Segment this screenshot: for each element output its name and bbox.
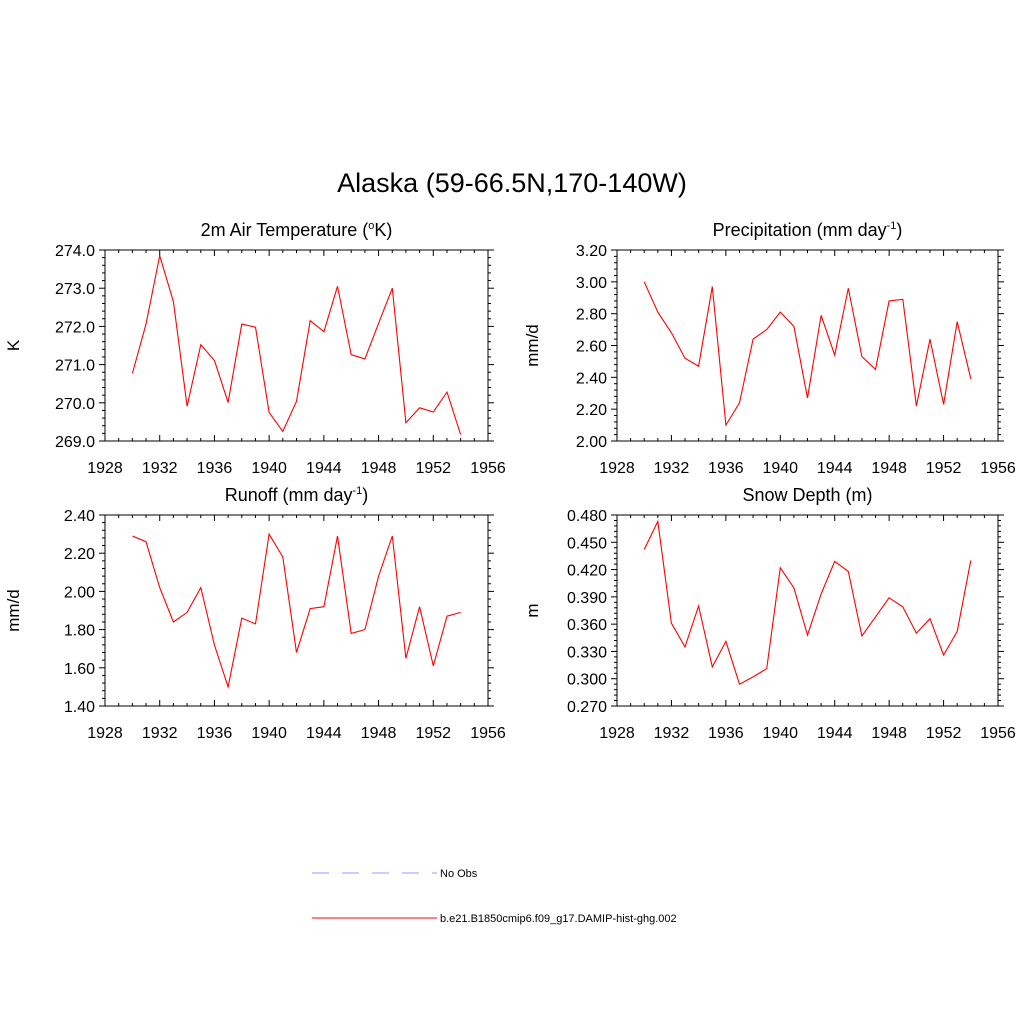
plot-frame bbox=[616, 249, 999, 442]
x-tick-label: 1956 bbox=[470, 725, 506, 742]
series-line bbox=[643, 519, 972, 685]
y-tick-label: 3.00 bbox=[576, 275, 607, 292]
x-tick-label: 1940 bbox=[762, 725, 798, 742]
y-tick-label: 2.40 bbox=[64, 508, 95, 525]
y-tick-label: 0.420 bbox=[567, 563, 607, 580]
y-axis-label: mm/d bbox=[523, 324, 542, 367]
x-tick-label: 1952 bbox=[415, 725, 451, 742]
chart-panel-2: 1928 1932 1936 1940 1944 1948 1952 1956 2.00 2.20… bbox=[523, 220, 1016, 477]
x-tick-label: 1944 bbox=[817, 725, 853, 742]
y-axis-label: mm/d bbox=[4, 589, 23, 632]
series-line bbox=[132, 532, 461, 690]
y-tick-label: 0.360 bbox=[567, 617, 607, 634]
x-tick-label: 1944 bbox=[306, 460, 342, 477]
x-tick-label: 1948 bbox=[361, 460, 397, 477]
panel-title: 2m Air Temperature (oK) bbox=[201, 220, 393, 240]
x-tick-label: 1940 bbox=[251, 725, 287, 742]
y-tick-label: 2.20 bbox=[576, 402, 607, 419]
series-line bbox=[643, 281, 972, 427]
y-tick-label: 1.60 bbox=[64, 661, 95, 678]
legend-label: b.e21.B1850cmip6.f09_g17.DAMIP-hist-ghg.… bbox=[440, 913, 677, 925]
x-tick-label: 1944 bbox=[306, 725, 342, 742]
y-axis-label: K bbox=[4, 339, 23, 351]
y-tick-label: 3.20 bbox=[576, 243, 607, 260]
y-tick-label: 273.0 bbox=[55, 281, 95, 298]
x-tick-label: 1936 bbox=[708, 725, 744, 742]
x-tick-label: 1936 bbox=[708, 460, 744, 477]
y-tick-label: 1.40 bbox=[64, 699, 95, 716]
y-tick-label: 0.450 bbox=[567, 535, 607, 552]
x-tick-label: 1928 bbox=[87, 460, 123, 477]
y-tick-label: 271.0 bbox=[55, 358, 95, 375]
x-tick-label: 1948 bbox=[871, 460, 907, 477]
y-tick-label: 0.480 bbox=[567, 508, 607, 525]
x-tick-label: 1928 bbox=[599, 460, 635, 477]
x-tick-label: 1948 bbox=[361, 725, 397, 742]
x-tick-label: 1944 bbox=[817, 460, 853, 477]
plot-frame bbox=[104, 249, 489, 442]
legend: No Obs b.e21.B1850cmip6.f09_g17.DAMIP-his… bbox=[312, 868, 677, 925]
y-tick-label: 2.40 bbox=[576, 370, 607, 387]
chart-panel-3: 1928 1932 1936 1940 1944 1948 1952 1956 1.40 1.60… bbox=[4, 485, 506, 742]
x-tick-label: 1956 bbox=[980, 725, 1016, 742]
legend-label: No Obs bbox=[440, 868, 478, 880]
series-line bbox=[131, 255, 462, 435]
y-tick-label: 2.00 bbox=[64, 584, 95, 601]
y-tick-label: 2.80 bbox=[576, 307, 607, 324]
panel-title: Snow Depth (m) bbox=[742, 485, 872, 505]
panel-title: Runoff (mm day-1) bbox=[225, 485, 369, 505]
x-tick-label: 1936 bbox=[197, 725, 233, 742]
x-tick-label: 1940 bbox=[251, 460, 287, 477]
panel-title: Precipitation (mm day-1) bbox=[713, 220, 903, 240]
x-tick-label: 1952 bbox=[926, 460, 962, 477]
y-tick-label: 0.330 bbox=[567, 644, 607, 661]
x-tick-label: 1928 bbox=[87, 725, 123, 742]
figure-title: Alaska (59-66.5N,170-140W) bbox=[337, 168, 687, 198]
y-tick-label: 272.0 bbox=[55, 319, 95, 336]
x-tick-label: 1936 bbox=[197, 460, 233, 477]
x-tick-label: 1932 bbox=[654, 725, 690, 742]
x-tick-label: 1940 bbox=[762, 460, 798, 477]
chart-panel-1: 1928 1932 1936 1940 1944 1948 1952 1956 269.0 270… bbox=[4, 220, 506, 477]
y-tick-label: 2.60 bbox=[576, 339, 607, 356]
plot-frame bbox=[104, 514, 489, 707]
y-tick-label: 274.0 bbox=[55, 243, 95, 260]
x-tick-label: 1928 bbox=[599, 725, 635, 742]
y-tick-label: 0.300 bbox=[567, 672, 607, 689]
y-tick-label: 269.0 bbox=[55, 434, 95, 451]
y-tick-label: 2.00 bbox=[576, 434, 607, 451]
y-tick-label: 2.20 bbox=[64, 546, 95, 563]
chart-panel-4: 1928 1932 1936 1940 1944 1948 1952 1956 0.270 0.3… bbox=[523, 485, 1016, 742]
y-tick-label: 0.390 bbox=[567, 590, 607, 607]
x-tick-label: 1956 bbox=[980, 460, 1016, 477]
y-axis-label: m bbox=[523, 603, 542, 617]
x-tick-label: 1932 bbox=[654, 460, 690, 477]
x-tick-label: 1948 bbox=[871, 725, 907, 742]
x-tick-label: 1952 bbox=[926, 725, 962, 742]
x-tick-label: 1952 bbox=[415, 460, 451, 477]
y-tick-label: 0.270 bbox=[567, 699, 607, 716]
y-tick-label: 1.80 bbox=[64, 623, 95, 640]
x-tick-label: 1956 bbox=[470, 460, 506, 477]
plot-frame bbox=[616, 514, 999, 707]
y-tick-label: 270.0 bbox=[55, 396, 95, 413]
x-tick-label: 1932 bbox=[142, 725, 178, 742]
x-tick-label: 1932 bbox=[142, 460, 178, 477]
